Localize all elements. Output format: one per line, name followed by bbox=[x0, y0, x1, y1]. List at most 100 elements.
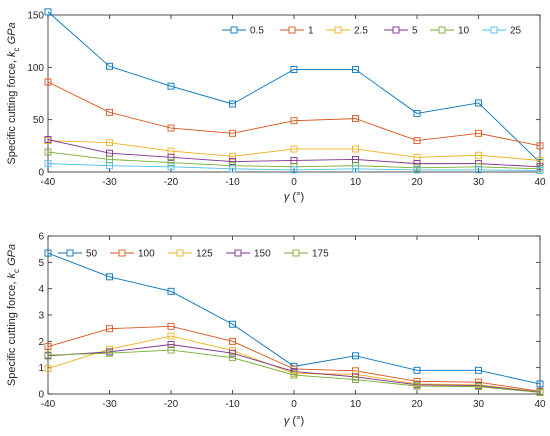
data-point bbox=[413, 366, 421, 374]
y-axis-label-text: Specific cutting force, bbox=[6, 57, 18, 165]
x-tick-label: 40 bbox=[534, 399, 546, 410]
data-point bbox=[106, 325, 113, 333]
x-tick-label: 0 bbox=[291, 399, 297, 410]
data-point bbox=[167, 159, 175, 167]
data-point bbox=[475, 129, 482, 137]
y-axis-label-symbol: k bbox=[6, 272, 18, 278]
data-point bbox=[475, 166, 482, 174]
y-axis-label: Specific cutting force, kc GPa bbox=[6, 244, 21, 386]
series-line-1 bbox=[47, 81, 541, 147]
data-point bbox=[536, 388, 544, 396]
data-point bbox=[106, 273, 113, 281]
data-point bbox=[167, 163, 175, 171]
data-point bbox=[413, 166, 421, 174]
legend-label: 50 bbox=[86, 249, 98, 260]
data-point bbox=[536, 142, 544, 150]
data-point bbox=[167, 287, 175, 295]
data-point bbox=[413, 382, 421, 390]
data-point bbox=[106, 162, 113, 170]
data-point bbox=[167, 346, 175, 354]
data-point bbox=[352, 165, 359, 173]
series-line-25 bbox=[47, 163, 541, 171]
x-axis-label-unit: (°) bbox=[292, 415, 304, 427]
data-point bbox=[290, 166, 298, 174]
data-point bbox=[290, 117, 298, 125]
legend-marker bbox=[118, 249, 126, 257]
y-axis-label-subscript: c bbox=[12, 269, 21, 273]
x-tick-label: 10 bbox=[350, 177, 362, 188]
legend: 50 100 125 150 175 bbox=[58, 249, 329, 260]
data-point bbox=[229, 320, 236, 328]
data-point bbox=[352, 145, 359, 153]
data-point bbox=[536, 166, 544, 174]
data-point bbox=[229, 158, 236, 165]
y-tick-label: 4 bbox=[38, 284, 44, 295]
data-point bbox=[167, 124, 175, 132]
series-line-125 bbox=[47, 335, 541, 393]
legend-label: 2.5 bbox=[354, 26, 368, 37]
y-tick-label: 5 bbox=[38, 258, 44, 269]
y-tick-label: 2 bbox=[38, 337, 44, 348]
y-tick-label: 0 bbox=[38, 168, 44, 179]
y-axis-label-text: Specific cutting force, bbox=[6, 278, 18, 386]
x-tick-label: 30 bbox=[473, 177, 485, 188]
data-point bbox=[475, 99, 482, 107]
legend-label: 100 bbox=[138, 249, 155, 260]
data-point bbox=[413, 109, 421, 117]
data-point bbox=[229, 152, 236, 160]
data-point bbox=[106, 108, 113, 116]
data-point bbox=[167, 332, 175, 340]
x-tick-label: 20 bbox=[411, 177, 423, 188]
legend-label: 0.5 bbox=[250, 26, 264, 37]
x-tick-label: 30 bbox=[473, 399, 485, 410]
data-point bbox=[229, 349, 236, 357]
data-point bbox=[106, 349, 113, 357]
x-axis-label: γ (°) bbox=[284, 191, 304, 203]
data-point bbox=[44, 343, 52, 351]
chart-top: -40 -30 -20 -10 0 10 20 30 40 0 50 100 150 Specific c… bbox=[6, 8, 546, 203]
legend-label: 150 bbox=[254, 249, 271, 260]
x-tick-label: 40 bbox=[534, 177, 546, 188]
y-tick-label: 50 bbox=[33, 115, 45, 126]
data-point bbox=[229, 337, 236, 345]
x-tick-label: -40 bbox=[41, 399, 56, 410]
x-tick-label: -20 bbox=[164, 177, 179, 188]
legend-marker bbox=[490, 26, 498, 34]
data-point bbox=[536, 380, 544, 388]
data-point bbox=[229, 129, 236, 137]
x-tick-label: -10 bbox=[225, 399, 240, 410]
data-point bbox=[413, 137, 421, 145]
data-point bbox=[290, 145, 298, 153]
data-point bbox=[44, 78, 52, 86]
series-line-5 bbox=[47, 139, 541, 168]
legend-marker bbox=[292, 249, 300, 257]
x-axis-label: γ (°) bbox=[284, 415, 304, 427]
x-tick-label: 20 bbox=[411, 399, 423, 410]
x-tick-label: 10 bbox=[350, 399, 362, 410]
x-tick-label: -30 bbox=[102, 177, 117, 188]
y-axis-label-symbol: k bbox=[6, 51, 18, 57]
legend: 0.5 1 2.5 5 10 25 bbox=[222, 26, 522, 37]
data-point bbox=[44, 365, 52, 372]
data-point bbox=[352, 115, 359, 123]
data-point bbox=[44, 249, 52, 257]
legend-marker bbox=[176, 249, 184, 257]
data-point bbox=[44, 136, 52, 144]
plot-area bbox=[47, 14, 541, 173]
legend-marker bbox=[334, 26, 342, 34]
y-axis-label-unit: GPa bbox=[6, 244, 18, 269]
legend-marker bbox=[230, 26, 238, 34]
y-tick-label: 3 bbox=[38, 311, 44, 322]
data-point bbox=[229, 354, 236, 362]
data-point bbox=[352, 65, 359, 73]
data-point bbox=[44, 148, 52, 156]
x-axis-label-unit: (°) bbox=[292, 191, 304, 203]
y-tick-label: 0 bbox=[38, 390, 44, 401]
legend-marker bbox=[438, 26, 446, 34]
data-point bbox=[44, 160, 52, 168]
legend-marker bbox=[234, 249, 242, 257]
x-tick-label: -30 bbox=[102, 399, 117, 410]
y-tick-label: 150 bbox=[27, 11, 44, 22]
data-point bbox=[106, 139, 113, 147]
